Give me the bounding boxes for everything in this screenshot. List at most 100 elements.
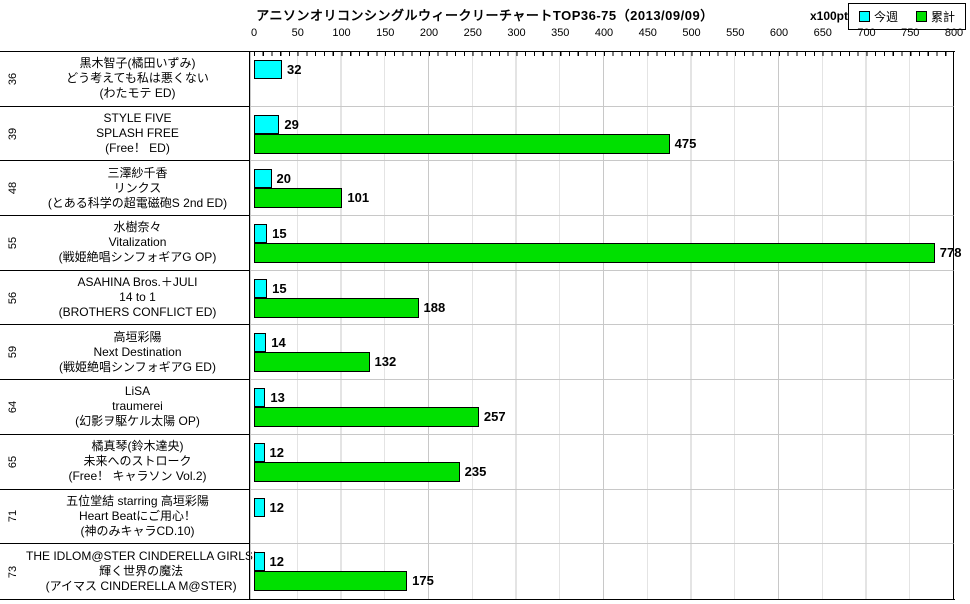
song-title: リンクス [113, 180, 162, 195]
song-info: 水樹奈々 Vitalization (戦姫絶唱シンフォギアG OP) [26, 220, 249, 265]
artist-name: THE IDLOM@STER CINDERELLA GIRLS! [26, 549, 257, 564]
bar-cumulative [254, 352, 370, 373]
cumulative-swatch-icon [915, 11, 927, 22]
song-title: Heart Beatにご用心！ [78, 508, 197, 523]
source-note: (Free！ ED) [105, 141, 170, 156]
category-label: 56 ASAHINA Bros.＋JULI 14 to 1 (BROTHERS … [0, 270, 250, 326]
chart-row: 36 黒木智子(橘田いずみ) どう考えても私は悪くない (わたモテ ED) 32 [0, 52, 955, 107]
source-note: (とある科学の超電磁砲S 2nd ED) [47, 195, 228, 210]
chart-title: アニソンオリコンシングルウィークリーチャートTOP36-75（2013/09/0… [256, 8, 714, 23]
source-note: (戦姫絶唱シンフォギアG OP) [58, 250, 217, 265]
plot-band: 29 475 [250, 106, 954, 162]
chart-row: 71 五位堂結 starring 高垣彩陽 Heart Beatにご用心！ (神… [0, 489, 955, 545]
artist-name: 水樹奈々 [113, 220, 162, 235]
x-axis-tick-labels: 0 50 100 150 200 250 300 350 400 450 500 550 600 650 7… [0, 27, 970, 40]
x-axis-tick: 700 [857, 27, 876, 39]
value-cumulative: 235 [464, 463, 487, 479]
bar-cumulative [254, 133, 670, 154]
rank-label: 65 [7, 455, 19, 468]
artist-name: 高垣彩陽 [113, 329, 162, 344]
x-axis-tick: 750 [901, 27, 920, 39]
song-info: THE IDLOM@STER CINDERELLA GIRLS! 輝く世界の魔法… [26, 549, 256, 594]
song-title: traumerei [112, 399, 163, 414]
value-this-week: 15 [272, 280, 287, 296]
plot-band: 15 188 [250, 270, 954, 326]
song-info: STYLE FIVE SPLASH FREE (Free！ ED) [26, 111, 249, 156]
value-this-week: 20 [276, 171, 291, 187]
bar-cumulative [254, 571, 408, 592]
artist-name: 黒木智子(橘田いずみ) [79, 56, 196, 71]
value-this-week: 12 [269, 444, 284, 460]
this-week-swatch-icon [858, 11, 870, 22]
bar-this-week [254, 60, 282, 79]
x-axis-tick: 0 [250, 27, 258, 39]
category-label: 71 五位堂結 starring 高垣彩陽 Heart Beatにご用心！ (神… [0, 489, 250, 545]
song-title: Vitalization [108, 235, 167, 250]
bar-cumulative [254, 297, 419, 318]
legend-item-this-week: 今週 [858, 8, 898, 25]
source-note: (戦姫絶唱シンフォギアG ED) [59, 359, 216, 374]
category-label: 73 THE IDLOM@STER CINDERELLA GIRLS! 輝く世界… [0, 544, 256, 599]
rank-label: 48 [7, 182, 19, 195]
plot-band: 20 101 [250, 161, 954, 217]
song-title: Next Destination [93, 344, 182, 359]
value-this-week: 14 [271, 335, 286, 351]
x-axis-tick: 200 [419, 27, 439, 39]
song-info: 三澤紗千香 リンクス (とある科学の超電磁砲S 2nd ED) [26, 166, 249, 211]
source-note: (アイマス CINDERELLA M@STER) [45, 579, 237, 594]
bar-this-week [254, 114, 280, 134]
bar-this-week [254, 442, 265, 462]
value-cumulative: 132 [374, 354, 397, 370]
artist-name: 五位堂結 starring 高垣彩陽 [66, 493, 209, 508]
value-this-week: 12 [269, 554, 284, 570]
chart-row: 48 三澤紗千香 リンクス (とある科学の超電磁砲S 2nd ED) 20 10… [0, 161, 955, 217]
value-this-week: 12 [269, 499, 284, 515]
x-axis-tick: 100 [332, 27, 351, 39]
rank-label: 36 [7, 72, 19, 85]
source-note: (神のみキャラCD.10) [80, 523, 195, 538]
value-this-week: 13 [270, 390, 285, 406]
artist-name: 三澤紗千香 [107, 165, 168, 180]
chart-row: 64 LiSA traumerei (幻影ヲ駆ケル太陽 OP) 13 257 [0, 380, 955, 435]
x-axis-tick: 300 [507, 27, 526, 39]
value-this-week: 29 [284, 116, 299, 132]
bar-cumulative [254, 243, 935, 264]
legend-item-cumulative: 累計 [915, 8, 955, 25]
song-title: 14 to 1 [119, 290, 156, 305]
song-info: 高垣彩陽 Next Destination (戦姫絶唱シンフォギアG ED) [26, 330, 249, 375]
value-cumulative: 475 [674, 135, 697, 151]
category-label: 39 STYLE FIVE SPLASH FREE (Free！ ED) [0, 106, 250, 162]
chart-row: 59 高垣彩陽 Next Destination (戦姫絶唱シンフォギアG ED… [0, 325, 955, 381]
x-axis-tick: 50 [291, 27, 304, 39]
chart-row: 65 橘真琴(鈴木達央) 未来へのストローク (Free！ キャラソン Vol.… [0, 434, 955, 490]
plot-band: 13 257 [250, 380, 954, 435]
plot-band: 12 [250, 489, 954, 545]
rank-label: 71 [7, 510, 19, 523]
rank-label: 56 [7, 291, 19, 304]
bar-this-week [254, 552, 265, 572]
chart-row: 39 STYLE FIVE SPLASH FREE (Free！ ED) 29 … [0, 106, 955, 162]
x-axis-tick: 450 [638, 27, 657, 39]
x-axis-tick: 550 [726, 27, 745, 39]
value-this-week: 32 [287, 62, 302, 77]
value-cumulative: 175 [412, 573, 434, 589]
rank-label: 59 [7, 346, 19, 359]
plot-band: 15 778 [250, 216, 961, 271]
bar-cumulative [254, 407, 479, 428]
bar-this-week [254, 497, 265, 517]
song-info: 橘真琴(鈴木達央) 未来へのストローク (Free！ キャラソン Vol.2) [26, 439, 249, 484]
source-note: (わたモテ ED) [99, 86, 176, 101]
category-label: 36 黒木智子(橘田いずみ) どう考えても私は悪くない (わたモテ ED) [0, 52, 250, 107]
plot-band: 12 235 [250, 434, 954, 490]
legend: 今週 累計 [847, 3, 966, 30]
song-title: 輝く世界の魔法 [99, 564, 184, 579]
plot-band: 32 [250, 52, 954, 107]
plot-band: 14 132 [250, 325, 954, 381]
song-info: ASAHINA Bros.＋JULI 14 to 1 (BROTHERS CON… [26, 275, 249, 320]
rank-label: 73 [7, 565, 19, 578]
category-label: 64 LiSA traumerei (幻影ヲ駆ケル太陽 OP) [0, 380, 250, 435]
song-info: LiSA traumerei (幻影ヲ駆ケル太陽 OP) [26, 384, 249, 429]
legend-label-cumulative: 累計 [930, 10, 955, 24]
song-title: 未来へのストローク [83, 454, 192, 469]
